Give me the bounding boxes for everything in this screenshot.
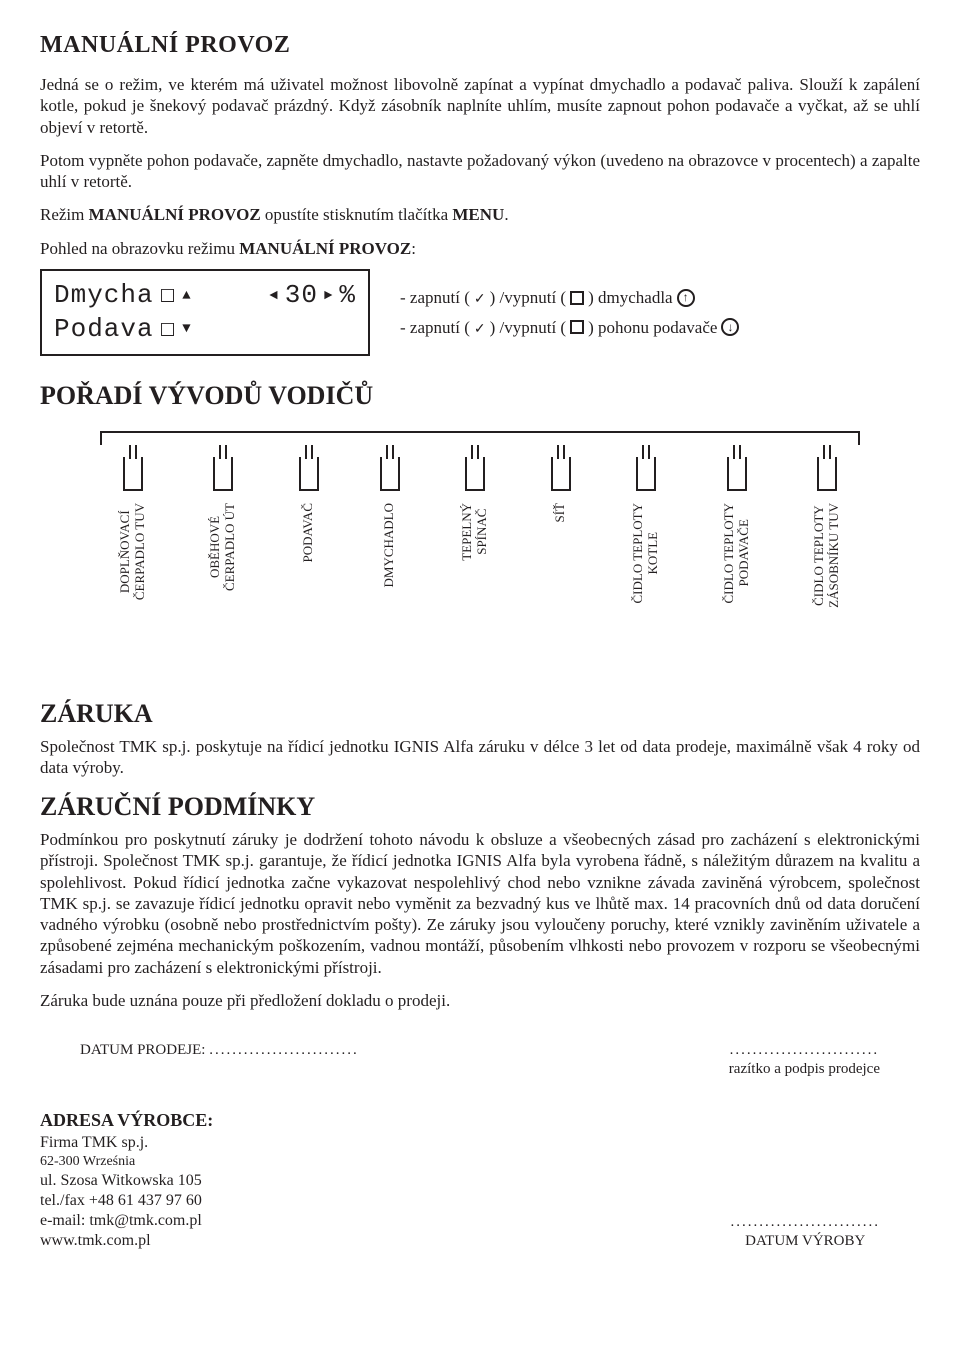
address-heading: ADRESA VÝROBCE: [40,1109,213,1132]
wiring-diagram: DOPLŇOVACÍ ČERPADLO TUV OBĚHOVÉ ČERPADLO… [40,431,920,608]
bottom-row: ADRESA VÝROBCE: Firma TMK sp.j. 62-300 W… [40,1089,920,1251]
wiring-connector-icon [123,457,143,491]
mfg-date-dots: .......................... [731,1213,881,1232]
para-3e: . [504,205,508,224]
para-3c: opustíte stisknutím tlačítka [261,205,453,224]
para-2: Potom vypněte pohon podavače, zapněte dm… [40,150,920,193]
address-l2: 62-300 Września [40,1153,213,1171]
wiring-drop: ČIDLO TEPLOTY KOTLE [631,445,661,608]
lcd-line-1: Dmycha ☐ ▲ ◄ 30 ►% [54,279,356,313]
section-title-manual: MANUÁLNÍ PROVOZ [40,30,920,60]
lcd-l1-label: Dmycha [54,279,154,313]
para-3: Režim MANUÁLNÍ PROVOZ opustíte stisknutí… [40,204,920,225]
wiring-connector-icon [551,457,571,491]
wiring-connector-icon [636,457,656,491]
section-title-warranty: ZÁRUKA [40,698,920,731]
lcd-and-legend: Dmycha ☐ ▲ ◄ 30 ►% Podava ☐ ▼ - zapnutí ( ) … [40,269,920,357]
address-l1: Firma TMK sp.j. [40,1133,213,1153]
l1c: ) dmychadla [588,287,673,308]
legend-line-2: - zapnutí ( ) /vypnutí ( ) pohonu podavače… [400,317,739,339]
wiring-label: ČIDLO TEPLOTY PODAVAČE [722,503,752,604]
wiring-drop: OBĚHOVÉ ČERPADLO ÚT [208,445,238,608]
wiring-drop: SÍŤ [551,445,571,608]
l2c: ) pohonu podavače [588,317,717,338]
mfg-date-block: .......................... DATUM VÝROBY [731,1213,881,1251]
warranty-cond-p2: Záruka bude uznána pouze při předložení … [40,990,920,1011]
lcd-legend: - zapnutí ( ) /vypnutí ( ) dmychadla ↑ - z… [400,279,739,346]
sale-date-label: DATUM PRODEJE: [80,1042,205,1058]
check-icon-2 [474,317,486,339]
para-3a: Režim [40,205,89,224]
wiring-drop: DOPLŇOVACÍ ČERPADLO TUV [118,445,148,608]
stamp-block: .......................... razítko a pod… [729,1041,880,1079]
wiring-drop: DMYCHADLO [380,445,400,608]
address-block: ADRESA VÝROBCE: Firma TMK sp.j. 62-300 W… [40,1109,213,1251]
l2b: ) /vypnutí ( [490,317,567,338]
para-3b: MANUÁLNÍ PROVOZ [89,205,261,224]
lcd-box-icon: ☐ [160,279,177,313]
para-1: Jedná se o režim, ve kterém má uživatel … [40,74,920,138]
signature-row: DATUM PRODEJE: .........................… [80,1041,880,1079]
stamp-dots: .......................... [729,1041,880,1060]
wiring-label: OBĚHOVÉ ČERPADLO ÚT [208,503,238,591]
square-icon [570,291,584,305]
wiring-drop: PODAVAČ [299,445,319,608]
wiring-drop: TEPELNÝ SPÍNAČ [460,445,490,608]
lcd-right-icon: ► [324,287,333,305]
lcd-pct: 30 [285,279,318,313]
wiring-connector-icon [727,457,747,491]
address-l4: tel./fax +48 61 437 97 60 [40,1191,213,1211]
lcd-screen: Dmycha ☐ ▲ ◄ 30 ►% Podava ☐ ▼ [40,269,370,357]
para-3d: MENU [452,205,504,224]
wiring-connector-icon [299,457,319,491]
wiring-connector-icon [817,457,837,491]
wiring-connector-icon [213,457,233,491]
address-l3: ul. Szosa Witkowska 105 [40,1171,213,1191]
sale-date-block: DATUM PRODEJE: .........................… [80,1041,359,1079]
wiring-connector-icon [465,457,485,491]
l2a: - zapnutí ( [400,317,470,338]
arrow-down-circle-icon: ↓ [721,318,739,336]
para-4a: Pohled na obrazovku režimu [40,239,239,258]
lcd-pct-sign: % [339,279,356,313]
mfg-date-label: DATUM VÝROBY [731,1232,881,1251]
para-4c: : [411,239,416,258]
legend-line-1: - zapnutí ( ) /vypnutí ( ) dmychadla ↑ [400,287,739,309]
wiring-drop: ČIDLO TEPLOTY PODAVAČE [722,445,752,608]
lcd-line-2: Podava ☐ ▼ [54,313,356,347]
section-title-wiring: POŘADÍ VÝVODŮ VODIČŮ [40,380,920,413]
square-icon-2 [570,320,584,334]
lcd-down-icon: ▼ [182,320,191,338]
address-l5: e-mail: tmk@tmk.com.pl [40,1211,213,1231]
wiring-label: ČIDLO TEPLOTY ZÁSOBNÍKU TUV [812,503,842,608]
lcd-box-icon-2: ☐ [160,313,177,347]
wiring-label: DMYCHADLO [382,503,397,588]
wiring-label: TEPELNÝ SPÍNAČ [460,503,490,561]
wiring-label: ČIDLO TEPLOTY KOTLE [631,503,661,604]
wiring-connector-icon [380,457,400,491]
stamp-label: razítko a podpis prodejce [729,1060,880,1079]
address-l6: www.tmk.com.pl [40,1231,213,1251]
l1b: ) /vypnutí ( [490,287,567,308]
lcd-up-icon: ▲ [182,287,191,305]
wiring-drops: DOPLŇOVACÍ ČERPADLO TUV OBĚHOVÉ ČERPADLO… [100,445,860,608]
para-4b: MANUÁLNÍ PROVOZ [239,239,411,258]
wiring-label: DOPLŇOVACÍ ČERPADLO TUV [118,503,148,600]
arrow-up-circle-icon: ↑ [677,289,695,307]
warranty-cond-p1: Podmínkou pro poskytnutí záruky je dodrž… [40,829,920,978]
para-4: Pohled na obrazovku režimu MANUÁLNÍ PROV… [40,238,920,259]
check-icon [474,287,486,309]
lcd-left-icon: ◄ [269,287,278,305]
warranty-para: Společnost TMK sp.j. poskytuje na řídicí… [40,736,920,779]
wiring-label: PODAVAČ [301,503,316,563]
wiring-bus [100,431,860,445]
sale-date-dots: .......................... [209,1042,359,1058]
lcd-l2-label: Podava [54,313,154,347]
wiring-label: SÍŤ [553,503,568,523]
section-title-warranty-cond: ZÁRUČNÍ PODMÍNKY [40,791,920,824]
l1a: - zapnutí ( [400,287,470,308]
wiring-drop: ČIDLO TEPLOTY ZÁSOBNÍKU TUV [812,445,842,608]
